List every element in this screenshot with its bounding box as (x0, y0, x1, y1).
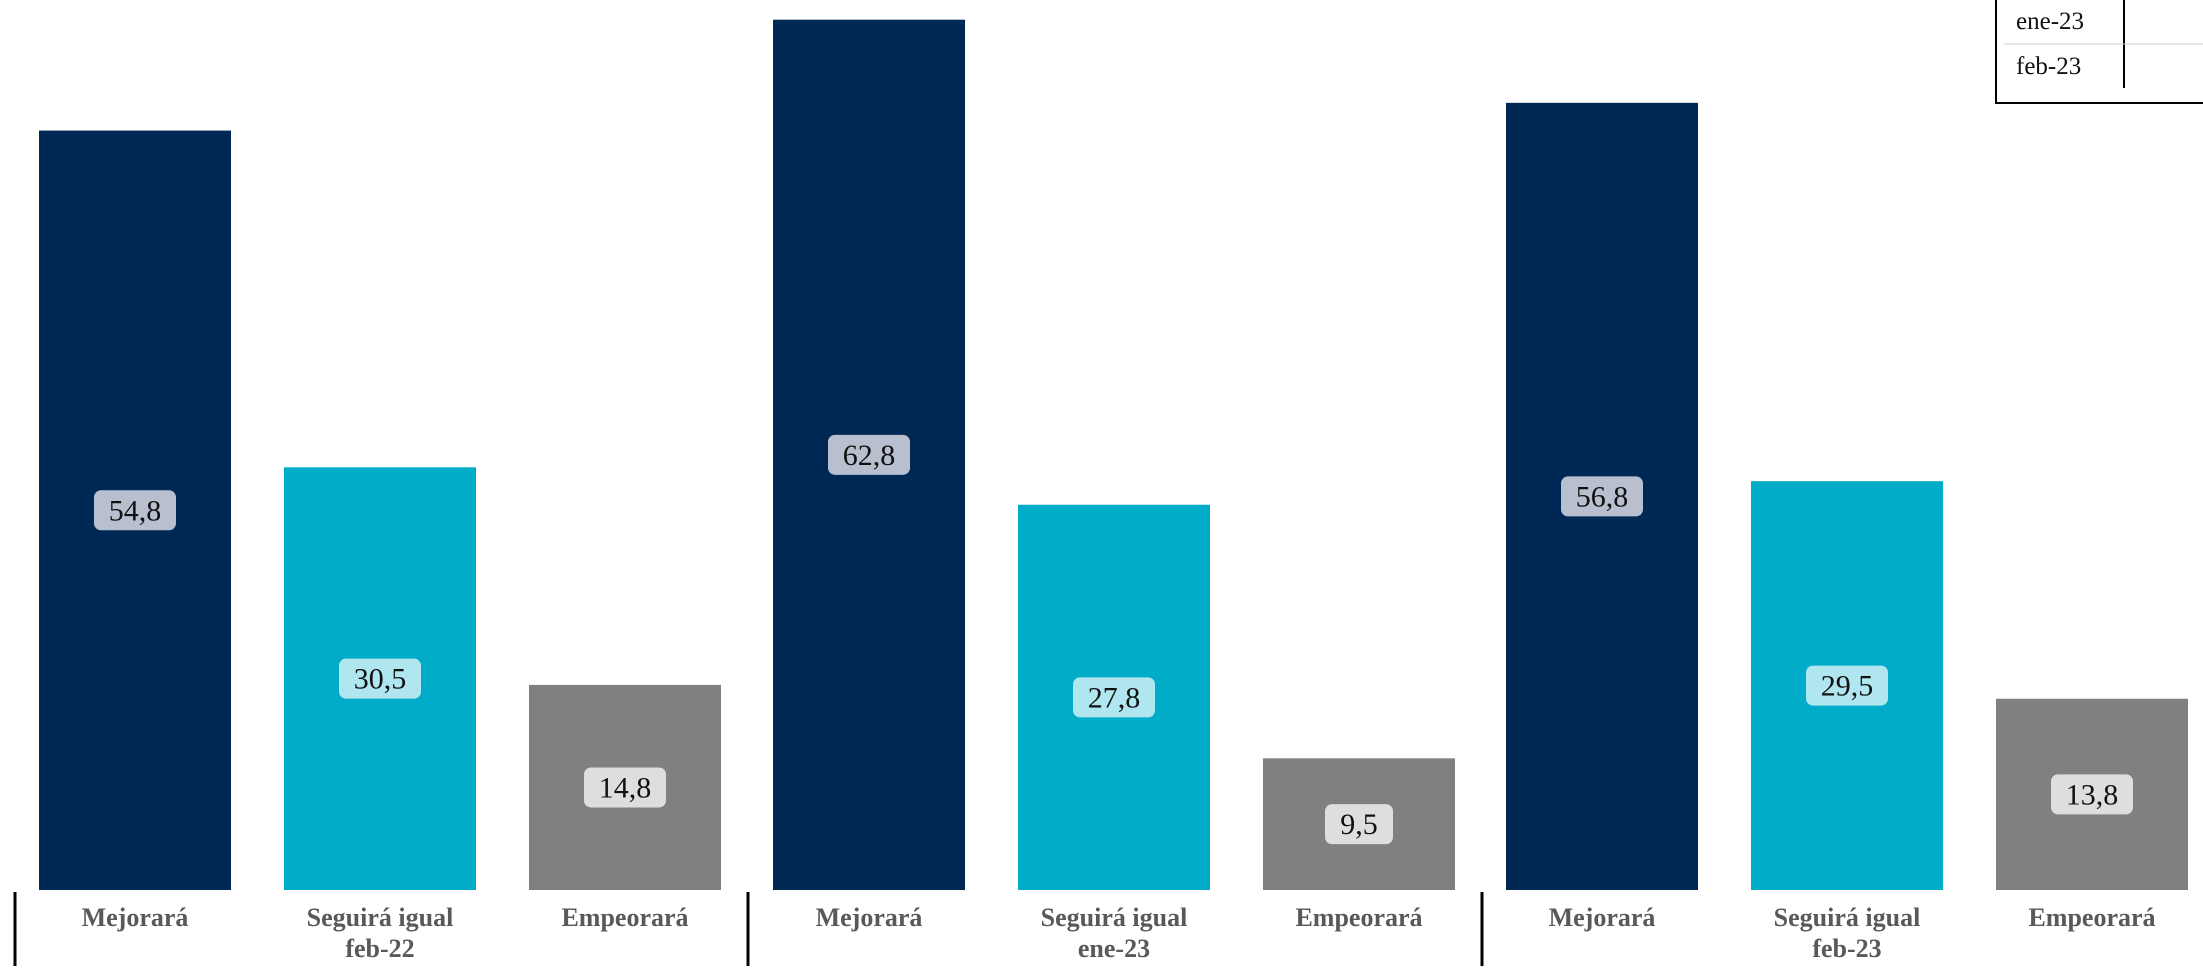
plot-area: 54,8 Mejorará 30,5 Seguirá igual 14,8 Empeora… (13, 19, 2188, 966)
data-label-box (1073, 677, 1155, 718)
data-label: 13,8 (2066, 778, 2119, 811)
legend-frame (1995, 0, 2203, 104)
group-label: feb-23 (1812, 934, 1881, 963)
bar-group-feb-23: 56,8 Mejorará 29,5 Seguirá igual 13,8 Empeora… (1506, 102, 2188, 963)
data-label-box (339, 658, 421, 699)
category-label: Mejorará (1549, 903, 1656, 932)
data-label-box (1806, 665, 1888, 706)
legend-entry: ene-23 (2016, 8, 2084, 35)
data-label: 27,8 (1088, 681, 1141, 714)
data-label: 62,8 (843, 439, 896, 472)
category-label: Empeorará (561, 903, 688, 932)
legend: ene-23 feb-23 (1995, 0, 2203, 104)
data-label: 30,5 (354, 663, 407, 696)
bar-group-ene-23: 62,8 Mejorará 27,8 Seguirá igual 9,5 Empeorar… (773, 19, 1455, 963)
group-label: feb-22 (345, 934, 414, 963)
category-label: Mejorará (816, 903, 923, 932)
category-label: Empeorará (2028, 903, 2155, 932)
data-label: 56,8 (1576, 480, 1629, 513)
category-label: Mejorará (82, 903, 189, 932)
data-label: 54,8 (109, 494, 162, 527)
data-label-box (828, 434, 910, 475)
category-label: Seguirá igual (1774, 903, 1921, 932)
data-label-box (584, 767, 666, 808)
category-label: Seguirá igual (307, 903, 454, 932)
data-label-box (1325, 804, 1393, 845)
group-label: ene-23 (1078, 934, 1150, 963)
category-label: Seguirá igual (1041, 903, 1188, 932)
data-label: 9,5 (1340, 808, 1378, 841)
legend-entry: feb-23 (2016, 53, 2081, 80)
data-label-box (94, 490, 176, 531)
category-label: Empeorará (1295, 903, 1422, 932)
bar-group-feb-22: 54,8 Mejorará 30,5 Seguirá igual 14,8 Empeora… (39, 130, 721, 963)
data-label: 14,8 (599, 771, 652, 804)
data-label: 29,5 (1821, 670, 1874, 703)
data-label-box (1561, 476, 1643, 517)
data-label-box (2051, 774, 2133, 815)
